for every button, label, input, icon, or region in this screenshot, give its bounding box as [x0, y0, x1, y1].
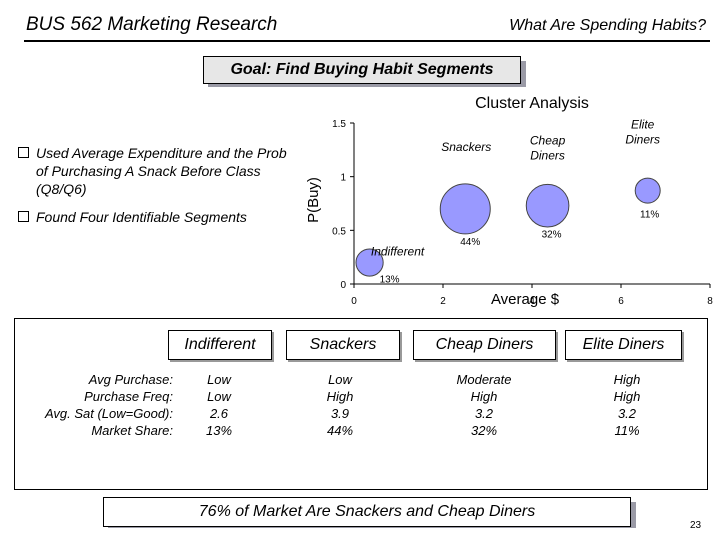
y-tick-label: 1.5: [332, 119, 346, 130]
y-axis-label: P(Buy): [305, 177, 322, 223]
chart-bubbles: [355, 177, 661, 277]
y-tick-label: 0.5: [332, 226, 346, 237]
cluster-name-label: Indifferent: [371, 245, 425, 259]
table-cell: Moderate: [456, 372, 512, 387]
cluster-name-label-line: Elite: [631, 118, 655, 132]
cluster-analysis-chart: Cluster Analysis 0 0.5 1 1.5 0 2 4 6 8 Average $ P…: [305, 95, 713, 308]
segment-header-indifferent: Indifferent: [168, 330, 272, 360]
bullet-text: Used Average Expenditure and the Prob of…: [36, 145, 287, 197]
table-cell: 13%: [205, 423, 233, 438]
x-tick-label: 8: [707, 296, 713, 307]
row-label-avg-sat: Avg. Sat (Low=Good):: [44, 406, 173, 421]
table-cell: Low: [328, 372, 352, 387]
table-cell: Low: [207, 372, 231, 387]
x-tick-label: 6: [618, 296, 624, 307]
segment-header-snackers: Snackers: [286, 330, 400, 360]
table-cell: 11%: [614, 423, 640, 438]
table-cell: 3.2: [617, 406, 637, 421]
table-cell: 3.2: [474, 406, 494, 421]
y-tick-label: 1: [340, 173, 346, 184]
summary-box: 76% of Market Are Snackers and Cheap Din…: [103, 497, 631, 527]
table-cell: High: [613, 389, 641, 404]
slide-title: What Are Spending Habits?: [509, 17, 706, 34]
row-label-purchase-freq: Purchase Freq:: [84, 389, 173, 404]
cluster-share-label: 44%: [460, 237, 480, 248]
checkbox-bullet-icon: [18, 147, 29, 158]
bullet-text: Found Four Identifiable Segments: [36, 209, 247, 225]
header-divider: [24, 40, 710, 42]
table-cell: Low: [207, 389, 231, 404]
x-tick-label: 0: [351, 296, 357, 307]
x-tick-label: 2: [440, 296, 446, 307]
table-cell: High: [326, 389, 354, 404]
x-tick-label: 4: [529, 296, 535, 307]
bullet-item: Used Average Expenditure and the Prob of…: [18, 144, 288, 198]
bullet-list: Used Average Expenditure and the Prob of…: [18, 144, 288, 236]
cluster-share-label: 11%: [640, 210, 659, 221]
table-cell: High: [613, 372, 641, 387]
course-title: BUS 562 Marketing Research: [26, 14, 278, 35]
chart-axes: 0 0.5 1 1.5 0 2 4 6 8 Average $ P(Buy): [305, 119, 713, 308]
cluster-share-label: 32%: [542, 230, 562, 241]
page-number: 23: [690, 520, 702, 531]
row-label-market-share: Market Share:: [91, 423, 173, 438]
cluster-bubble: [355, 248, 384, 277]
cluster-name-label: Snackers: [441, 140, 491, 154]
cluster-bubble: [525, 183, 570, 228]
table-cell: High: [470, 389, 498, 404]
cluster-name-label-line: Diners: [530, 149, 565, 163]
y-tick-label: 0: [340, 280, 346, 291]
segment-header-cheap-diners: Cheap Diners: [413, 330, 556, 360]
table-cell: 3.9: [330, 406, 350, 421]
cluster-name-label-line: Cheap: [530, 134, 566, 148]
goal-box: Goal: Find Buying Habit Segments: [203, 56, 521, 84]
cluster-bubble: [439, 183, 491, 235]
cluster-share-label: 13%: [380, 275, 400, 286]
chart-title: Cluster Analysis: [475, 95, 589, 112]
row-label-avg-purchase: Avg Purchase:: [88, 372, 173, 387]
chart-labels: Indifferent13%Snackers44%CheapDiners32%E…: [371, 118, 660, 286]
segment-header-elite-diners: Elite Diners: [565, 330, 682, 360]
cluster-name-label-line: Diners: [625, 133, 660, 147]
table-cell: 2.6: [209, 406, 229, 421]
x-axis-label: Average $: [491, 291, 560, 308]
table-cell: 44%: [326, 423, 354, 438]
table-cell: 32%: [470, 423, 498, 438]
bullet-item: Found Four Identifiable Segments: [18, 208, 288, 226]
checkbox-bullet-icon: [18, 211, 29, 222]
cluster-bubble: [634, 177, 661, 204]
